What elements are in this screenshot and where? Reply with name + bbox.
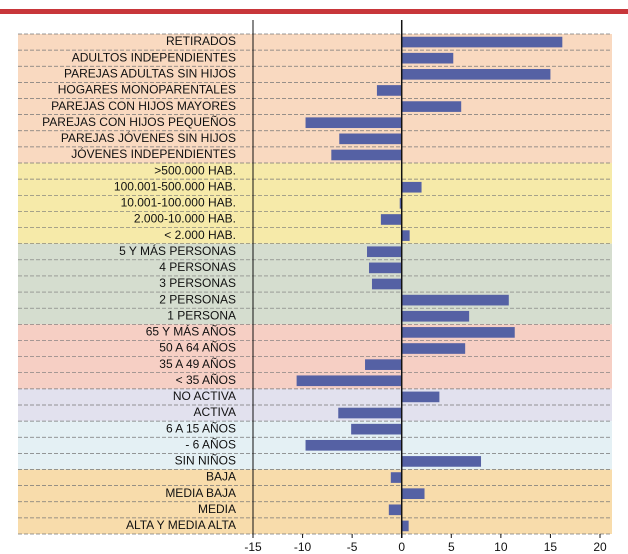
x-tick-label: -15 xyxy=(244,540,262,554)
y-tick-label: 2 PERSONAS xyxy=(159,292,236,306)
x-tick-label: -5 xyxy=(347,540,358,554)
bar xyxy=(296,375,402,387)
bar xyxy=(388,504,402,516)
y-tick-label: 3 PERSONAS xyxy=(159,276,236,290)
y-tick-label: PAREJAS JÓVENES SIN HIJOS xyxy=(61,130,236,145)
y-tick-label: RETIRADOS xyxy=(166,34,236,48)
bar xyxy=(305,117,402,129)
y-tick-label: JÓVENES INDEPENDIENTES xyxy=(71,146,236,161)
bar xyxy=(338,407,402,419)
y-tick-label: 2.000-10.000 HAB. xyxy=(134,212,236,226)
y-tick-label: MEDIA xyxy=(198,502,236,516)
y-tick-label: PAREJAS CON HIJOS MAYORES xyxy=(51,99,236,113)
bar xyxy=(401,101,462,112)
bar xyxy=(368,262,402,274)
y-tick-label: 1 PERSONA xyxy=(167,308,236,322)
y-tick-label: ACTIVA xyxy=(194,405,236,419)
bar xyxy=(401,181,422,193)
y-tick-label: MEDIA BAJA xyxy=(165,486,236,500)
bar xyxy=(367,246,402,258)
y-tick-label: >500.000 HAB. xyxy=(154,163,236,177)
bar xyxy=(401,520,409,532)
top-rule xyxy=(0,9,628,14)
row-band xyxy=(18,243,612,325)
bar xyxy=(380,214,402,225)
y-tick-label: 35 A 49 AÑOS xyxy=(159,357,236,371)
y-tick-label: PAREJAS ADULTAS SIN HIJOS xyxy=(64,66,236,80)
y-tick-label: ALTA Y MEDIA ALTA xyxy=(126,518,236,532)
y-tick-label: 5 Y MÁS PERSONAS xyxy=(119,243,236,258)
y-tick-label: < 35 AÑOS xyxy=(176,373,236,387)
y-tick-label: 6 A 15 AÑOS xyxy=(166,421,236,435)
y-tick-label: NO ACTIVA xyxy=(173,389,236,403)
y-tick-label: < 2.000 HAB. xyxy=(164,228,236,242)
bar xyxy=(331,149,402,161)
y-tick-label: HOGARES MONOPARENTALES xyxy=(58,83,236,97)
bar xyxy=(401,391,440,403)
bar xyxy=(399,198,402,209)
bar xyxy=(401,310,470,322)
bar xyxy=(401,294,509,306)
x-tick-label: 15 xyxy=(544,540,558,554)
bar xyxy=(371,278,402,290)
y-tick-label: 100.001-500.000 HAB. xyxy=(114,179,236,193)
y-tick-label: BAJA xyxy=(206,470,236,484)
bar xyxy=(401,456,482,467)
y-tick-label: 4 PERSONAS xyxy=(159,260,236,274)
x-tick-label: -10 xyxy=(294,540,312,554)
y-tick-label: 10.001-100.000 HAB. xyxy=(121,196,236,210)
x-tick-label: 5 xyxy=(448,540,455,554)
bar xyxy=(401,488,425,499)
y-tick-label: ADULTOS INDEPENDIENTES xyxy=(72,50,236,64)
bar xyxy=(365,359,402,370)
y-tick-label: - 6 AÑOS xyxy=(185,437,236,451)
bar xyxy=(401,327,515,338)
row-band xyxy=(18,163,612,244)
bar xyxy=(390,472,402,483)
y-tick-label: 65 Y MÁS AÑOS xyxy=(146,324,236,339)
bar xyxy=(305,439,402,451)
bar xyxy=(401,36,563,48)
bar xyxy=(401,69,551,80)
y-tick-label: PAREJAS CON HIJOS PEQUEÑOS xyxy=(42,115,236,129)
bar xyxy=(339,133,402,145)
x-tick-label: 20 xyxy=(593,540,607,554)
bar xyxy=(351,423,402,435)
x-tick-label: 0 xyxy=(398,540,405,554)
bar xyxy=(401,52,454,64)
bar xyxy=(401,343,466,354)
x-tick-label: 10 xyxy=(494,540,508,554)
bar xyxy=(401,230,410,241)
y-tick-label: SIN NIÑOS xyxy=(175,454,236,468)
y-tick-label: 50 A 64 AÑOS xyxy=(159,341,236,355)
bar xyxy=(376,85,402,96)
